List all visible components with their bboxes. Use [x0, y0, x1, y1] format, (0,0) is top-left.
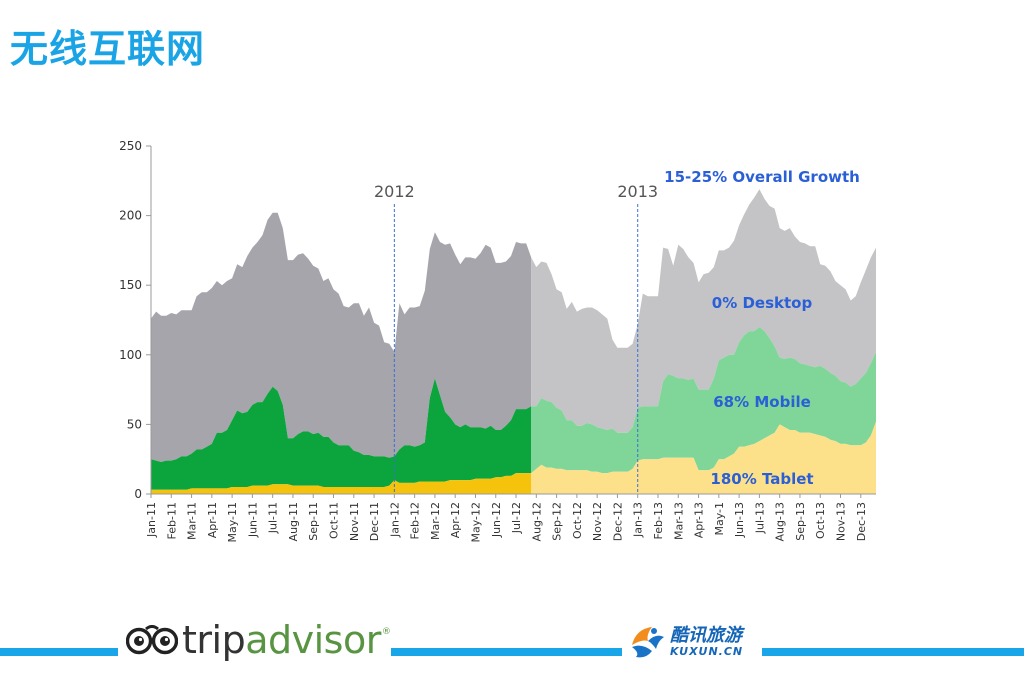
- y-tick-label: 250: [119, 139, 142, 153]
- x-tick-label: Jul-11: [267, 502, 280, 534]
- y-tick-label: 0: [134, 487, 142, 501]
- x-tick-label: May-1: [713, 502, 726, 536]
- x-tick-label: Jun-11: [246, 502, 259, 538]
- x-tick-label: Feb-11: [165, 502, 178, 539]
- y-tick-label: 50: [127, 417, 142, 431]
- series-area-tablet-2011-2012: [151, 473, 532, 494]
- annotation-label: 180% Tablet: [710, 470, 813, 488]
- footer-band-segment: [380, 648, 622, 656]
- y-tick-label: 200: [119, 209, 142, 223]
- x-tick-label: Sep-13: [794, 502, 807, 541]
- year-marker-label: 2013: [617, 182, 658, 201]
- x-tick-label: Jan-11: [145, 502, 158, 538]
- x-tick-label: Feb-13: [652, 502, 665, 539]
- traffic-area-chart: 0 50 100 150 200 250 Jan-11 Feb-11 Mar-11 Apr-11 M…: [119, 139, 876, 543]
- x-tick-label: Aug-12: [530, 502, 543, 541]
- x-tick-label: Sep-11: [307, 502, 320, 541]
- year-marker-label: 2012: [374, 182, 415, 201]
- series-area-desktop-2013: [531, 189, 876, 433]
- x-tick-label: Sep-12: [551, 502, 564, 541]
- tripadvisor-part-b: advisor: [245, 618, 381, 662]
- x-tick-label: Jun-13: [733, 502, 746, 538]
- annotation-label: 0% Desktop: [712, 294, 813, 312]
- chart-annotations: 15-25% Overall Growth 0% Desktop 68% Mobil…: [664, 168, 860, 488]
- x-tick-label: Aug-13: [774, 502, 787, 541]
- x-tick-label: Nov-12: [591, 502, 604, 541]
- x-tick-label: Jul-13: [753, 502, 766, 534]
- footer-band: [0, 648, 1024, 656]
- kuxun-english-name: KUXUN.CN: [670, 645, 744, 658]
- tripadvisor-wordmark: tripadvisor: [182, 620, 381, 660]
- page-title: 无线互联网: [10, 27, 206, 71]
- year-markers: 2012 2013: [374, 182, 658, 494]
- tripadvisor-part-a: trip: [182, 618, 246, 662]
- x-tick-label: Mar-11: [186, 502, 199, 540]
- x-tick-label: Jan-12: [388, 502, 401, 538]
- kuxun-logo: 酷讯旅游 KUXUN.CN: [626, 619, 748, 665]
- x-tick-label: Oct-11: [328, 502, 341, 539]
- x-tick-label: May-11: [226, 502, 239, 543]
- x-tick-label: Apr-13: [693, 502, 706, 538]
- kuxun-chinese-name: 酷讯旅游: [670, 625, 742, 646]
- x-tick-label: Jan-13: [632, 502, 645, 538]
- x-tick-label: Dec-11: [368, 502, 381, 541]
- x-tick-label: Feb-12: [409, 502, 422, 539]
- tripadvisor-logo: tripadvisor ®: [126, 617, 391, 663]
- x-tick-label: Dec-13: [855, 502, 868, 541]
- x-tick-label: Jun-12: [490, 502, 503, 538]
- x-tick-label: May-12: [469, 502, 482, 543]
- series-area-mobile-2011-2012: [151, 378, 532, 490]
- chart-axes: 0 50 100 150 200 250 Jan-11 Feb-11 Mar-11 Apr-11 M…: [119, 139, 876, 543]
- x-tick-label: Nov-11: [348, 502, 361, 541]
- x-tick-label: Apr-11: [206, 502, 219, 538]
- annotation-label: 15-25% Overall Growth: [664, 168, 860, 186]
- x-tick-label: Oct-13: [814, 502, 827, 539]
- y-tick-label: 150: [119, 278, 142, 292]
- series-area-tablet-2013: [531, 421, 876, 494]
- y-tick-label: 100: [119, 348, 142, 362]
- x-tick-label: Jul-12: [510, 502, 523, 534]
- x-tick-label: Aug-11: [287, 502, 300, 541]
- x-tick-label: Apr-12: [449, 502, 462, 538]
- registered-mark: ®: [381, 627, 391, 637]
- x-tick-label: Dec-12: [611, 502, 624, 541]
- annotation-label: 68% Mobile: [713, 393, 811, 411]
- series-area-mobile-2013: [531, 327, 876, 474]
- x-tick-label: Mar-12: [429, 502, 442, 540]
- chart-areas: [151, 189, 876, 494]
- x-tick-label: Mar-13: [672, 502, 685, 540]
- footer-band-segment: [762, 648, 1024, 656]
- kuxun-bird-icon: [632, 627, 664, 658]
- owl-eyes-icon: [126, 625, 178, 655]
- footer-band-segment: [0, 648, 118, 656]
- series-area-desktop-2011-2012: [151, 212, 532, 462]
- x-tick-label: Nov-13: [835, 502, 848, 541]
- x-tick-label: Oct-12: [571, 502, 584, 539]
